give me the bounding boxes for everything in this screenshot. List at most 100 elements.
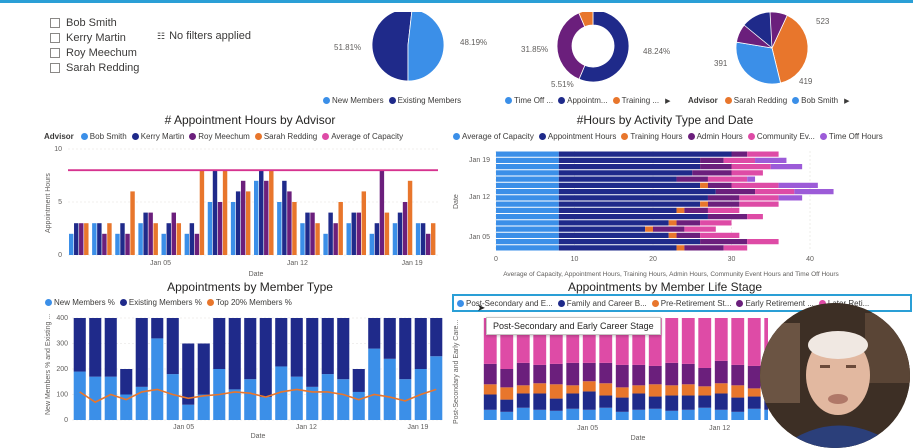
bar-segment [496,157,559,163]
slicer-item-bob-smith[interactable]: Bob Smith [50,17,117,29]
legend-label[interactable]: Existing Members [397,96,462,105]
bar-segment [496,151,559,157]
legend-dot [119,299,127,306]
bar-segment [599,383,613,396]
bar-segment [558,201,701,207]
legend-label[interactable]: Family and Career B... [566,299,647,308]
legend-label[interactable]: Top 20% Members % [215,298,292,307]
bar-segment [698,318,712,368]
bar [338,202,343,255]
legend-label[interactable]: Roy Meechum [198,132,250,141]
checkbox[interactable] [50,33,60,43]
bar-segment [747,176,756,182]
pie-slice [771,14,809,84]
legend-label[interactable]: Community Ev... [756,132,815,141]
legend-label[interactable]: Time Off Hours [828,132,883,141]
legend-label[interactable]: Training Hours [630,132,683,141]
bar-segment [166,318,179,375]
legend-label[interactable]: Post-Secondary and E... [466,299,553,308]
bar [415,223,421,255]
bar-segment [549,398,563,411]
bar [143,212,148,255]
legend-label[interactable]: Time Off ... [514,96,554,105]
bar-segment [731,170,763,176]
legend-label[interactable]: Average of Capacity [462,132,534,141]
legend-label[interactable]: New Members [332,96,384,105]
bar-segment [747,239,779,245]
pie-label-bob: 419 [799,77,813,86]
bar-segment [698,395,712,408]
bar-segment [306,386,319,420]
bar [269,170,274,255]
bar [407,180,413,255]
bar-segment [182,343,195,405]
bar-segment [770,164,803,170]
bar-segment [496,214,559,220]
legend-label[interactable]: Sarah Redding [733,96,788,105]
bar-segment [665,395,679,411]
slicer-item-label: Roy Meechum [66,47,137,59]
x-tick-label: 0 [494,256,498,263]
bar-segment [558,176,677,182]
bar-segment [290,318,303,377]
bar [222,170,228,255]
slicer-item-sarah-redding[interactable]: Sarah Redding [50,62,139,74]
bar-segment [715,189,756,195]
pie-members-legend: New Members Existing Members [318,96,461,105]
bar-segment [558,189,716,195]
member-life-legend: Post-Secondary and E... Family and Caree… [452,299,869,308]
bar-segment [615,387,629,398]
legend-label[interactable]: Bob Smith [89,132,127,141]
legend-label[interactable]: Sarah Redding [263,132,318,141]
bar-segment [496,239,559,245]
y-tick-label: 400 [56,315,68,322]
legend-label[interactable]: Training ... [621,96,660,105]
legend-dot [538,133,546,140]
chart-title: Appointments by Member Life Stage [567,280,763,294]
legend-label[interactable]: Admin Hours [696,132,743,141]
legend-dot [45,299,52,306]
legend-next-arrow-icon[interactable]: ▶ [665,97,671,105]
bar [130,191,135,255]
bar-segment [723,157,756,163]
bar-segment [739,201,779,207]
legend-label[interactable]: Early Retirement ... [745,299,814,308]
bar [176,223,182,255]
checkbox[interactable] [50,18,60,28]
bar-segment [707,207,740,213]
legend-label[interactable]: Existing Members % [128,298,202,307]
legend-next-arrow-icon[interactable]: ▶ [844,97,850,105]
slicer-item-roy-meechum[interactable]: Roy Meechum [50,47,137,59]
bar-segment [615,364,629,388]
bar-segment [558,207,677,213]
bar-segment [383,358,396,420]
bar [166,223,171,255]
legend-label[interactable]: Appointment Hours [547,132,617,141]
bar-segment [228,389,241,420]
legend-label[interactable]: Average of Capacity [331,132,404,141]
bar-segment [558,239,701,245]
legend-label[interactable]: Bob Smith [801,96,839,105]
bar-segment [599,362,613,384]
bar [217,202,223,255]
bar-segment [714,360,728,384]
bar-segment [275,318,288,367]
bar [115,233,120,255]
slicer-item-kerry-martin[interactable]: Kerry Martin [50,32,126,44]
bar-segment [120,369,133,395]
bar-segment [700,220,732,226]
bar-segment [714,393,728,410]
legend-label[interactable]: Pre-Retirement St... [660,299,732,308]
bar-segment [533,409,547,420]
bar-segment [151,338,164,420]
filter-icon: ☷ [157,30,166,41]
checkbox[interactable] [50,63,60,73]
bar-segment [352,391,365,420]
bar-segment [731,151,748,157]
bar [310,212,315,255]
legend-label[interactable]: Kerry Martin [140,132,185,141]
legend-label[interactable]: New Members % [54,298,115,307]
checkbox[interactable] [50,48,60,58]
legend-label[interactable]: Appointm... [567,96,608,105]
bar [97,223,102,255]
